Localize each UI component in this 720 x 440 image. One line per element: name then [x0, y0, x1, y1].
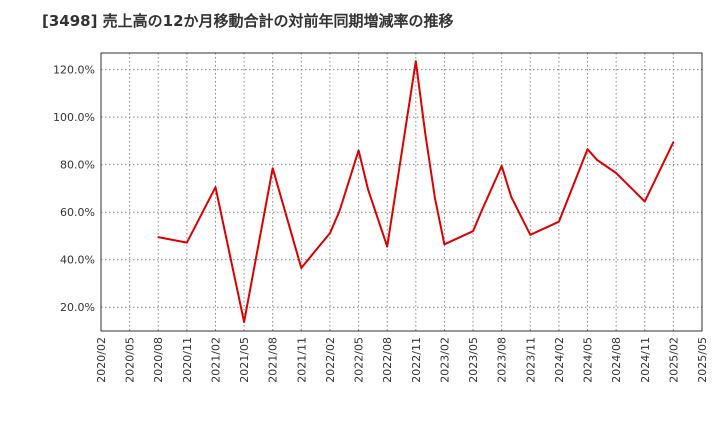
data-point — [386, 245, 388, 248]
data-point — [329, 232, 331, 234]
data-point — [357, 149, 360, 152]
y-tick-label: 100.0% — [53, 111, 95, 124]
x-tick-label: 2023/11 — [524, 337, 537, 383]
plot-frame — [100, 52, 703, 332]
x-tick-label: 2023/08 — [496, 337, 509, 383]
x-tick-label: 2020/11 — [181, 337, 194, 383]
y-tick-label: 60.0% — [60, 206, 95, 219]
y-tick-label: 80.0% — [60, 159, 95, 172]
x-tick-label: 2021/08 — [267, 337, 280, 383]
y-tick-label: 20.0% — [60, 301, 95, 314]
data-point — [672, 141, 675, 143]
data-point — [586, 148, 589, 151]
data-point — [558, 220, 560, 223]
x-tick-label: 2020/05 — [124, 337, 137, 383]
x-tick-label: 2020/02 — [95, 337, 108, 383]
chart-title: [3498] 売上高の12か月移動合計の対前年同期増減率の推移 — [42, 12, 454, 30]
x-tick-label: 2023/05 — [467, 337, 480, 383]
data-point — [271, 167, 274, 170]
x-tick-label: 2023/02 — [438, 337, 451, 383]
data-point — [300, 267, 303, 269]
y-tick-label: 40.0% — [60, 254, 95, 267]
data-point — [615, 172, 617, 174]
data-point — [443, 243, 446, 246]
data-point — [338, 210, 341, 212]
data-point — [214, 186, 217, 189]
x-tick-label: 2022/05 — [353, 337, 366, 383]
data-point — [243, 321, 245, 323]
data-point — [481, 207, 484, 210]
x-tick-label: 2020/08 — [152, 337, 165, 383]
y-tick-label: 120.0% — [53, 64, 95, 77]
x-tick-label: 2024/05 — [582, 337, 595, 383]
data-point — [500, 165, 503, 167]
data-point — [424, 132, 427, 135]
x-tick-label: 2024/02 — [553, 337, 566, 383]
series-line — [158, 60, 675, 323]
data-point — [472, 230, 474, 233]
x-tick-label: 2022/11 — [410, 337, 423, 383]
x-tick-label: 2022/02 — [324, 337, 337, 383]
data-point — [310, 255, 312, 257]
x-tick-label: 2022/08 — [381, 337, 394, 383]
data-point — [596, 159, 598, 161]
x-tick-label: 2024/11 — [639, 337, 652, 383]
data-point — [510, 195, 513, 198]
x-tick-label: 2021/02 — [209, 337, 222, 383]
data-point — [186, 241, 188, 244]
x-tick-label: 2021/05 — [238, 337, 251, 383]
data-point — [157, 236, 160, 238]
x-tick-label: 2025/02 — [667, 337, 680, 383]
data-point — [434, 197, 436, 199]
x-tick-label: 2021/11 — [295, 337, 308, 383]
data-point — [643, 200, 646, 203]
data-point — [529, 233, 532, 236]
x-tick-label: 2024/08 — [610, 337, 623, 383]
data-point — [415, 60, 417, 63]
x-tick-label: 2025/05 — [696, 337, 709, 383]
data-point — [367, 188, 369, 191]
